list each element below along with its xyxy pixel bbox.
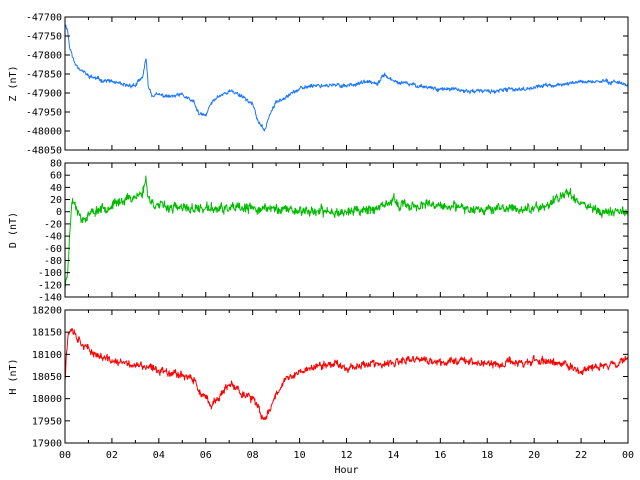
- y-tick-label-1-3: 20: [50, 195, 62, 206]
- x-tick-label-6: 12: [340, 450, 352, 461]
- y-tick-label-0-5: -47950: [26, 108, 62, 119]
- plot-frame-0: [64, 16, 629, 151]
- y-tick-label-2-4: 18000: [32, 394, 62, 405]
- x-axis-label: Hour: [334, 465, 358, 476]
- y-tick-label-1-11: -140: [38, 293, 62, 304]
- y-tick-label-1-6: -40: [44, 232, 62, 243]
- y-tick-label-2-3: 18050: [32, 372, 62, 383]
- y-tick-label-2-6: 17900: [32, 439, 62, 450]
- y-tick-label-0-2: -47800: [26, 51, 62, 62]
- y-tick-label-0-6: -48000: [26, 127, 62, 138]
- x-tick-label-1: 02: [106, 450, 118, 461]
- x-tick-label-11: 22: [575, 450, 587, 461]
- y-tick-label-1-9: -100: [38, 268, 62, 279]
- y-tick-label-1-5: -20: [44, 219, 62, 230]
- x-tick-label-10: 20: [528, 450, 540, 461]
- series-line-1: [65, 175, 628, 291]
- y-tick-label-2-1: 18150: [32, 328, 62, 339]
- y-tick-label-0-3: -47850: [26, 70, 62, 81]
- x-tick-label-8: 16: [434, 450, 446, 461]
- x-tick-label-4: 08: [247, 450, 259, 461]
- y-tick-label-0-7: -48050: [26, 146, 62, 157]
- x-tick-label-12: 00: [622, 450, 634, 461]
- x-tick-label-0: 00: [59, 450, 71, 461]
- y-tick-label-1-2: 40: [50, 183, 62, 194]
- y-axis-label-1: D (nT): [8, 212, 19, 248]
- y-tick-label-0-1: -47750: [26, 32, 62, 43]
- x-tick-label-3: 06: [200, 450, 212, 461]
- y-tick-label-1-1: 60: [50, 171, 62, 182]
- panel-0: -47700 -47750 -47800 -47850 -47900 -47950 -480…: [8, 13, 629, 157]
- plot-frame-1: [64, 162, 629, 298]
- y-tick-label-0-4: -47900: [26, 89, 62, 100]
- series-line-2: [65, 327, 628, 421]
- y-tick-label-1-10: -120: [38, 280, 62, 291]
- y-tick-label-2-2: 18100: [32, 350, 62, 361]
- y-tick-label-1-8: -80: [44, 256, 62, 267]
- x-tick-label-5: 10: [294, 450, 306, 461]
- y-tick-label-0-0: -47700: [26, 13, 62, 24]
- panel-2: 18200 18150 18100 18050 18000 17950 17900 H (nT…: [8, 306, 634, 477]
- y-tick-label-2-0: 18200: [32, 306, 62, 317]
- x-tick-label-9: 18: [481, 450, 493, 461]
- y-tick-label-1-7: -60: [44, 244, 62, 255]
- y-tick-label-1-4: 0: [56, 207, 62, 218]
- y-axis-label-2: H (nT): [8, 358, 19, 394]
- x-tick-label-7: 14: [387, 450, 399, 461]
- x-tick-label-2: 04: [153, 450, 165, 461]
- y-tick-label-2-5: 17950: [32, 416, 62, 427]
- plot-frame-2: [64, 309, 629, 444]
- series-line-0: [65, 24, 628, 132]
- y-axis-label-0: Z (nT): [8, 65, 19, 101]
- y-tick-label-1-0: 80: [50, 159, 62, 170]
